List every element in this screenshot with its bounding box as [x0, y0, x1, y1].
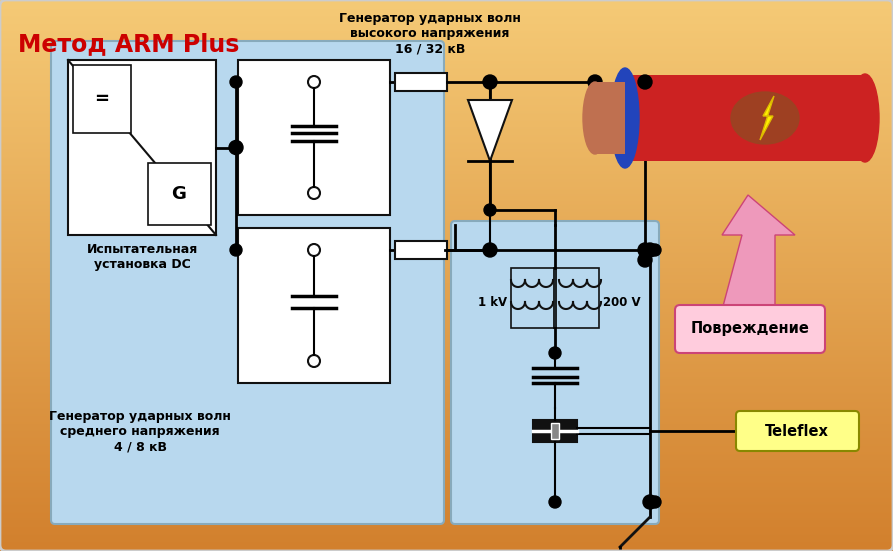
FancyBboxPatch shape	[73, 65, 131, 133]
Circle shape	[549, 496, 561, 508]
Ellipse shape	[583, 82, 607, 154]
Circle shape	[588, 75, 602, 89]
Polygon shape	[760, 96, 774, 140]
FancyBboxPatch shape	[238, 228, 390, 383]
Circle shape	[483, 75, 497, 89]
Circle shape	[308, 244, 320, 256]
Polygon shape	[468, 100, 512, 161]
Circle shape	[549, 347, 561, 359]
Text: Генератор ударных волн
высокого напряжения
16 / 32 кВ: Генератор ударных волн высокого напряжен…	[339, 12, 521, 55]
FancyBboxPatch shape	[148, 163, 211, 225]
Circle shape	[230, 76, 242, 88]
Text: Испытательная
установка DC: Испытательная установка DC	[87, 243, 197, 271]
Circle shape	[483, 243, 497, 257]
Polygon shape	[625, 75, 865, 161]
FancyBboxPatch shape	[68, 60, 216, 235]
FancyBboxPatch shape	[451, 221, 659, 524]
Text: 200 V: 200 V	[603, 295, 640, 309]
Text: Метод ARM Plus: Метод ARM Plus	[18, 32, 239, 56]
Circle shape	[638, 75, 652, 89]
Circle shape	[308, 355, 320, 367]
Circle shape	[638, 243, 652, 257]
FancyBboxPatch shape	[675, 305, 825, 353]
FancyBboxPatch shape	[736, 411, 859, 451]
FancyBboxPatch shape	[395, 73, 447, 91]
Text: Повреждение: Повреждение	[690, 321, 809, 337]
Polygon shape	[722, 195, 795, 310]
Ellipse shape	[851, 74, 879, 162]
Circle shape	[484, 204, 496, 216]
Circle shape	[649, 496, 661, 508]
FancyBboxPatch shape	[238, 60, 390, 215]
Circle shape	[308, 76, 320, 88]
Text: Teleflex: Teleflex	[765, 424, 829, 439]
Text: Генератор ударных волн
среднего напряжения
4 / 8 кВ: Генератор ударных волн среднего напряжен…	[49, 410, 231, 453]
Circle shape	[643, 495, 657, 509]
Circle shape	[643, 243, 657, 257]
Ellipse shape	[731, 92, 799, 144]
Text: 1 kV: 1 kV	[478, 295, 507, 309]
Circle shape	[308, 187, 320, 199]
FancyBboxPatch shape	[51, 41, 444, 524]
FancyBboxPatch shape	[395, 241, 447, 259]
FancyBboxPatch shape	[551, 423, 559, 439]
Text: G: G	[171, 185, 187, 203]
Circle shape	[229, 141, 243, 154]
Polygon shape	[595, 82, 625, 154]
Circle shape	[649, 244, 661, 256]
Circle shape	[230, 244, 242, 256]
Ellipse shape	[611, 68, 639, 168]
FancyBboxPatch shape	[533, 420, 577, 442]
Text: =: =	[95, 90, 110, 108]
Circle shape	[638, 253, 652, 267]
